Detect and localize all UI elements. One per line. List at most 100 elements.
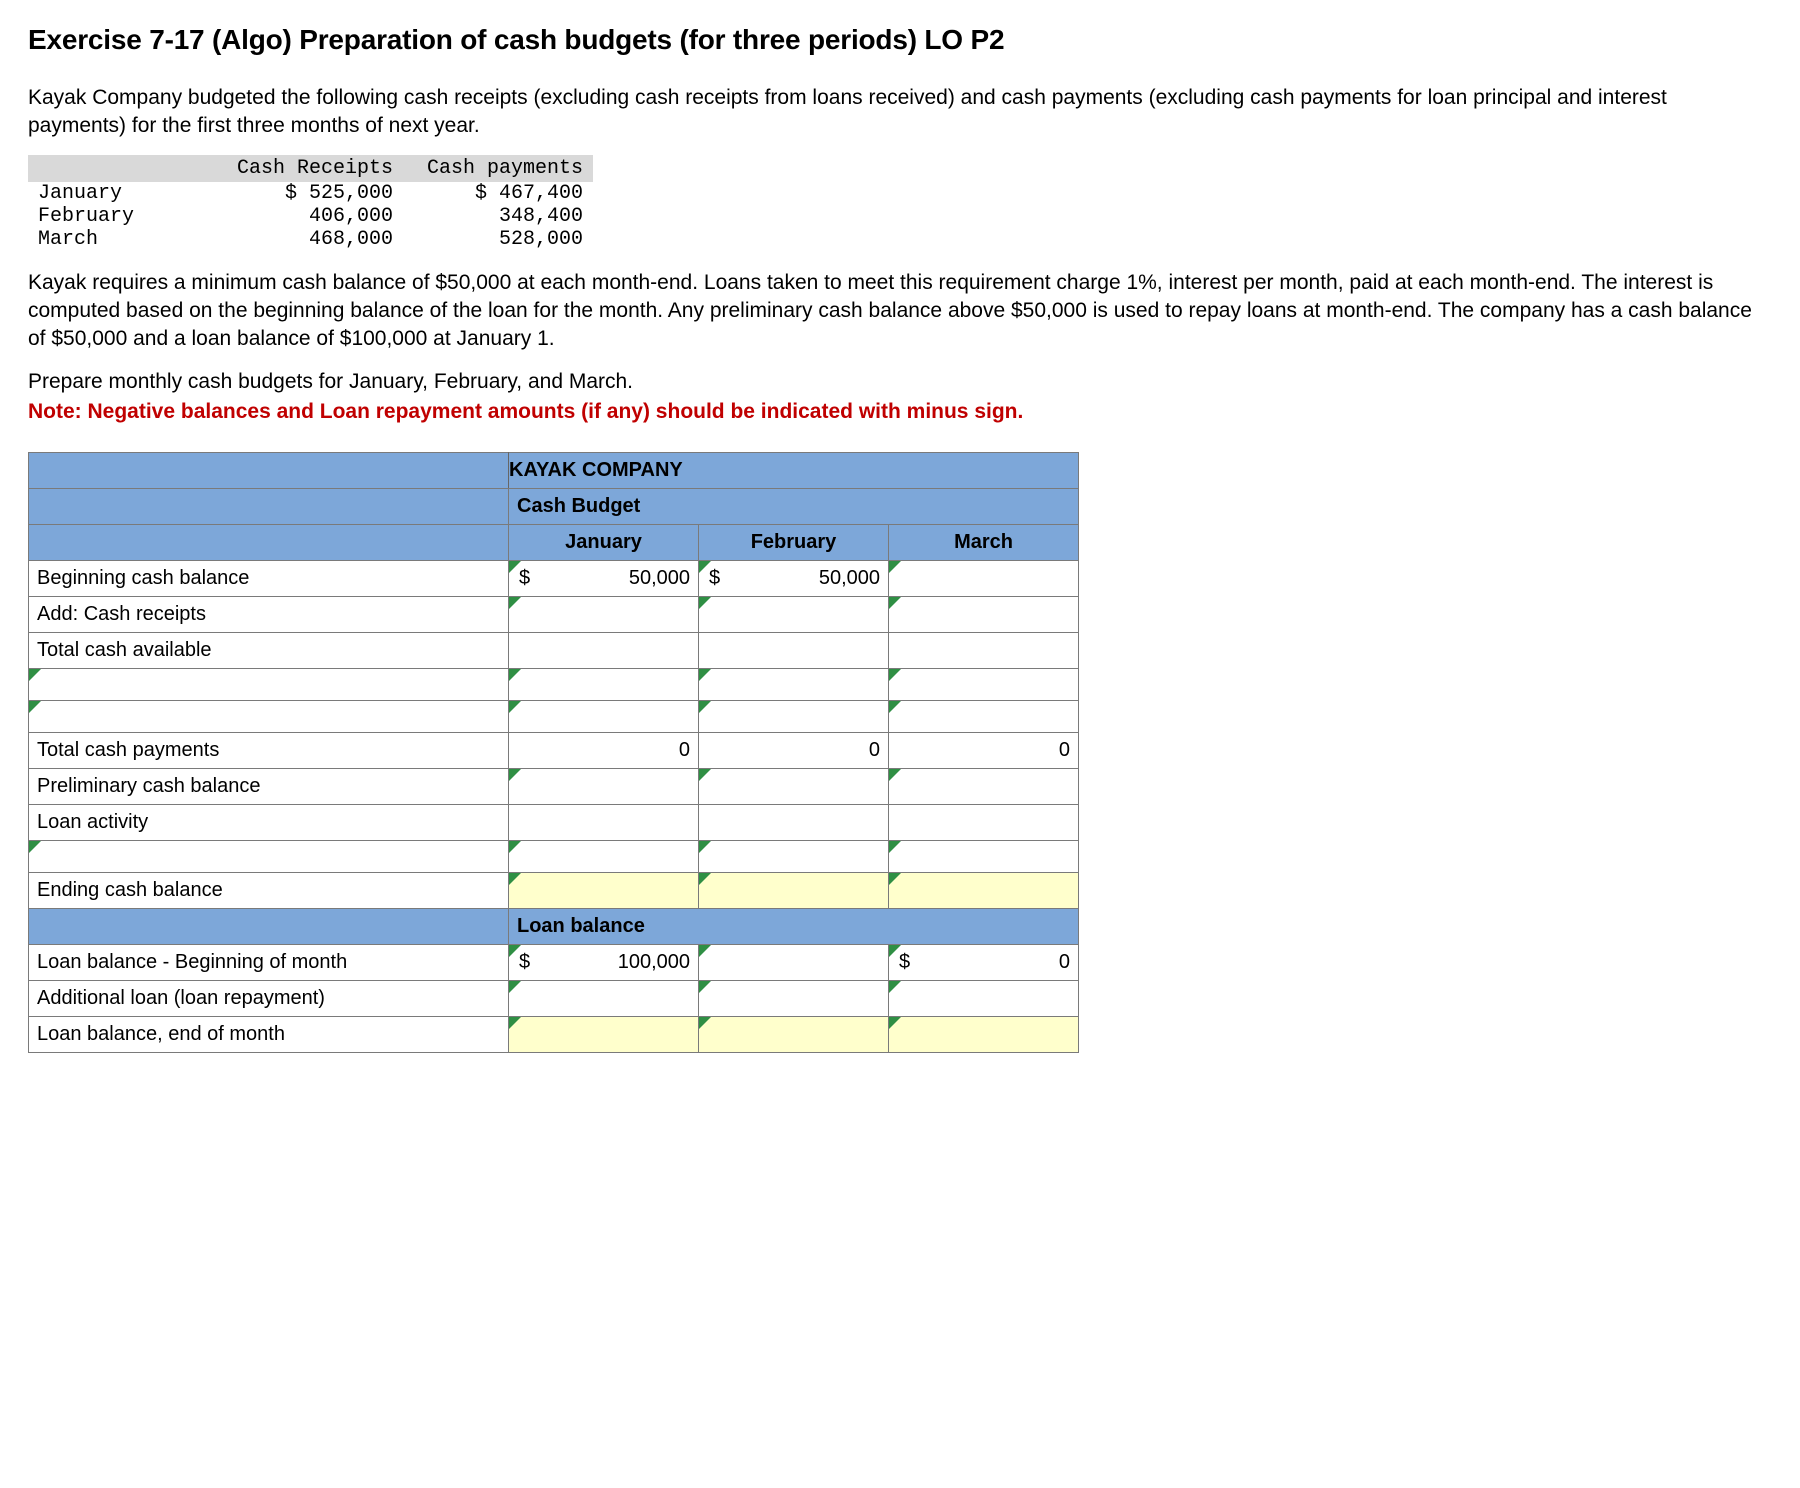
cell-avail-feb[interactable] — [699, 633, 889, 669]
edit-indicator-icon — [889, 1017, 901, 1029]
cell-avail-jan[interactable] — [509, 633, 699, 669]
receipts-payments-table: Cash Receipts Cash payments January $ 52… — [28, 155, 593, 251]
edit-indicator-icon — [889, 701, 901, 713]
val-beg-jan: 50,000 — [629, 567, 690, 589]
ws-company: KAYAK COMPANY — [509, 453, 1079, 489]
instruction-paragraph: Prepare monthly cash budgets for January… — [28, 368, 1768, 396]
dollar-icon: $ — [899, 951, 910, 974]
cell-beg-feb[interactable]: $ 50,000 — [699, 561, 889, 597]
cell-b1-mar[interactable] — [889, 669, 1079, 701]
cell-beg-jan[interactable]: $ 50,000 — [509, 561, 699, 597]
ws-month-mar: March — [889, 525, 1079, 561]
row-end-cash: Ending cash balance — [29, 873, 509, 909]
row-blank-3[interactable] — [29, 841, 509, 873]
ws-company-left — [29, 453, 509, 489]
jan-receipts: $ 525,000 — [213, 182, 403, 205]
ws-loan-hdr-left — [29, 909, 509, 945]
cell-pay-mar[interactable]: 0 — [889, 733, 1079, 769]
edit-indicator-icon — [509, 769, 521, 781]
edit-indicator-icon — [509, 981, 521, 993]
cell-end-feb[interactable] — [699, 873, 889, 909]
edit-indicator-icon — [699, 945, 711, 957]
edit-indicator-icon — [889, 841, 901, 853]
row-prelim: Preliminary cash balance — [29, 769, 509, 805]
cell-recp-feb[interactable] — [699, 597, 889, 633]
val-beg-feb: 50,000 — [819, 567, 880, 589]
cell-b2-feb[interactable] — [699, 701, 889, 733]
cell-beg-mar[interactable] — [889, 561, 1079, 597]
cell-b2-mar[interactable] — [889, 701, 1079, 733]
cell-prelim-mar[interactable] — [889, 769, 1079, 805]
dollar-icon: $ — [519, 567, 530, 590]
val-lb-jan: 100,000 — [618, 951, 690, 973]
val-lb-mar: 0 — [1059, 951, 1070, 973]
cell-al-mar[interactable] — [889, 981, 1079, 1017]
edit-indicator-icon — [509, 669, 521, 681]
cell-recp-mar[interactable] — [889, 597, 1079, 633]
cell-b3-feb[interactable] — [699, 841, 889, 873]
edit-indicator-icon — [509, 597, 521, 609]
edit-indicator-icon — [889, 669, 901, 681]
row-add-receipts: Add: Cash receipts — [29, 597, 509, 633]
edit-indicator-icon — [699, 981, 711, 993]
edit-indicator-icon — [509, 841, 521, 853]
row-total-pay: Total cash payments — [29, 733, 509, 769]
cell-al-feb[interactable] — [699, 981, 889, 1017]
edit-indicator-icon — [889, 873, 901, 885]
edit-indicator-icon — [699, 597, 711, 609]
edit-indicator-icon — [699, 769, 711, 781]
cell-la-feb[interactable] — [699, 805, 889, 841]
ws-month-jan: January — [509, 525, 699, 561]
cell-pay-jan[interactable]: 0 — [509, 733, 699, 769]
cell-la-mar[interactable] — [889, 805, 1079, 841]
edit-indicator-icon — [509, 1017, 521, 1029]
feb-payments: 348,400 — [403, 205, 593, 228]
cell-prelim-feb[interactable] — [699, 769, 889, 805]
row-loan-add: Additional loan (loan repayment) — [29, 981, 509, 1017]
row-blank-1[interactable] — [29, 669, 509, 701]
edit-indicator-icon — [509, 701, 521, 713]
cell-le-jan[interactable] — [509, 1017, 699, 1053]
row-loan-act: Loan activity — [29, 805, 509, 841]
cell-pay-feb[interactable]: 0 — [699, 733, 889, 769]
cell-b2-jan[interactable] — [509, 701, 699, 733]
cell-avail-mar[interactable] — [889, 633, 1079, 669]
edit-indicator-icon — [29, 669, 41, 681]
edit-indicator-icon — [889, 597, 901, 609]
mar-receipts: 468,000 — [213, 228, 403, 251]
jan-payments: $ 467,400 — [403, 182, 593, 205]
row-loan-end: Loan balance, end of month — [29, 1017, 509, 1053]
cash-budget-worksheet: KAYAK COMPANY Cash Budget January Februa… — [28, 452, 1079, 1053]
row-blank-2[interactable] — [29, 701, 509, 733]
cell-b3-jan[interactable] — [509, 841, 699, 873]
small-th-blank — [28, 155, 213, 182]
dollar-icon: $ — [519, 951, 530, 974]
month-jan: January — [28, 182, 213, 205]
exercise-title: Exercise 7-17 (Algo) Preparation of cash… — [28, 24, 1772, 56]
intro-paragraph: Kayak Company budgeted the following cas… — [28, 84, 1768, 141]
cell-la-jan[interactable] — [509, 805, 699, 841]
cell-prelim-jan[interactable] — [509, 769, 699, 805]
cell-b3-mar[interactable] — [889, 841, 1079, 873]
cell-recp-jan[interactable] — [509, 597, 699, 633]
cell-lb-jan[interactable]: $ 100,000 — [509, 945, 699, 981]
edit-indicator-icon — [699, 669, 711, 681]
edit-indicator-icon — [29, 841, 41, 853]
cell-b1-jan[interactable] — [509, 669, 699, 701]
small-th-payments: Cash payments — [403, 155, 593, 182]
cell-le-feb[interactable] — [699, 1017, 889, 1053]
small-th-receipts: Cash Receipts — [213, 155, 403, 182]
cell-lb-feb[interactable] — [699, 945, 889, 981]
cell-le-mar[interactable] — [889, 1017, 1079, 1053]
ws-title-left — [29, 489, 509, 525]
cell-b1-feb[interactable] — [699, 669, 889, 701]
mar-payments: 528,000 — [403, 228, 593, 251]
cell-al-jan[interactable] — [509, 981, 699, 1017]
note-negative: Note: Negative balances and Loan repayme… — [28, 398, 1768, 426]
edit-indicator-icon — [509, 873, 521, 885]
cell-lb-mar[interactable]: $ 0 — [889, 945, 1079, 981]
cell-end-jan[interactable] — [509, 873, 699, 909]
cell-end-mar[interactable] — [889, 873, 1079, 909]
requirements-paragraph: Kayak requires a minimum cash balance of… — [28, 269, 1768, 354]
edit-indicator-icon — [29, 701, 41, 713]
